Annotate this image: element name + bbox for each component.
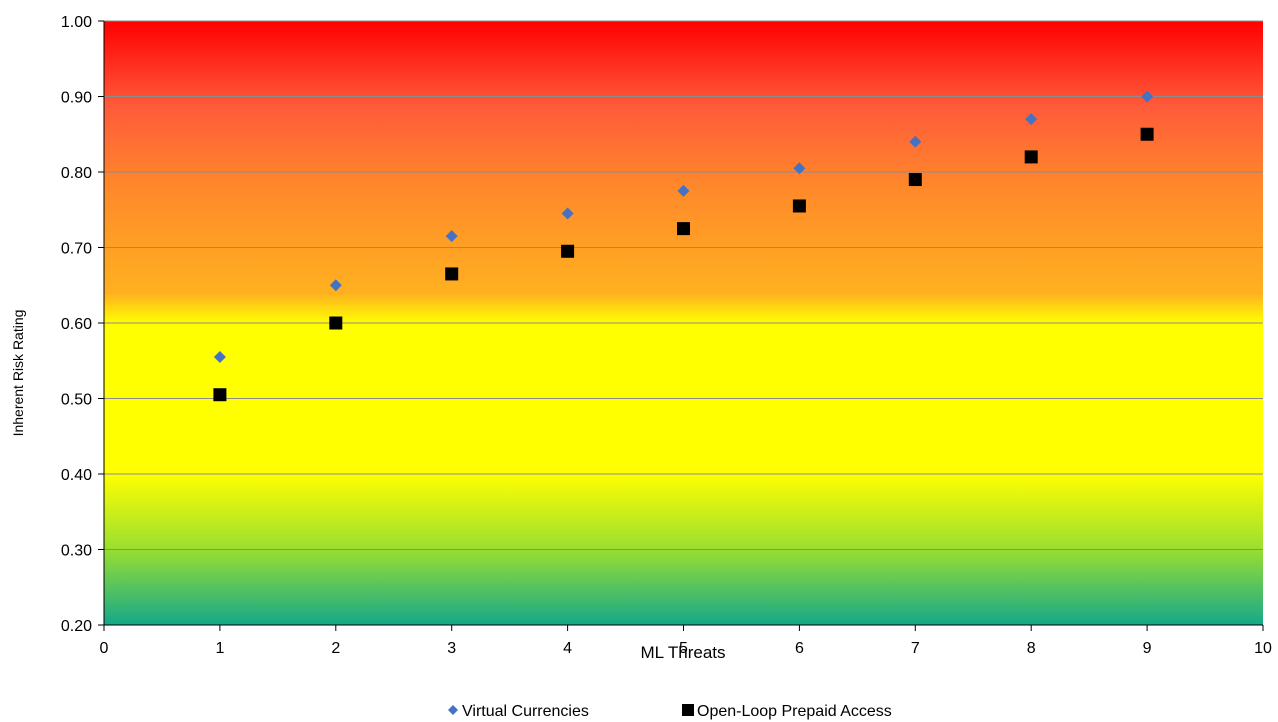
point-open-loop-prepaid-access	[1140, 127, 1154, 141]
x-tick-label: 10	[1254, 640, 1272, 657]
y-tick-label: 0.70	[61, 241, 92, 258]
series-open-loop-prepaid-access	[213, 127, 1154, 402]
y-tick-label: 0.40	[61, 467, 92, 484]
x-tick-label: 0	[100, 640, 109, 657]
point-open-loop-prepaid-access	[445, 267, 459, 281]
point-virtual-currencies	[329, 279, 342, 292]
x-tick-label: 8	[1027, 640, 1036, 657]
point-virtual-currencies	[1141, 90, 1154, 103]
y-tick-label: 0.80	[61, 165, 92, 182]
point-virtual-currencies	[677, 184, 690, 197]
point-virtual-currencies	[213, 350, 226, 363]
legend-marker-open-loop-prepaid-access	[682, 704, 694, 716]
y-tick-label: 0.30	[61, 543, 92, 560]
x-tick-label: 1	[215, 640, 224, 657]
point-virtual-currencies	[793, 162, 806, 175]
y-tick-label: 0.90	[61, 90, 92, 107]
point-virtual-currencies	[445, 230, 458, 243]
legend-marker-virtual-currencies	[448, 705, 458, 715]
point-open-loop-prepaid-access	[329, 316, 343, 330]
y-tick-label: 0.60	[61, 316, 92, 333]
y-tick-label: 0.20	[61, 618, 92, 635]
point-open-loop-prepaid-access	[213, 388, 227, 402]
point-open-loop-prepaid-access	[1024, 150, 1038, 164]
point-open-loop-prepaid-access	[792, 199, 806, 213]
x-tick-label: 7	[911, 640, 920, 657]
series-virtual-currencies	[213, 90, 1154, 363]
point-open-loop-prepaid-access	[677, 222, 690, 236]
x-tick-label: 4	[563, 640, 572, 657]
y-axis-title: Inherent Risk Rating	[10, 310, 26, 437]
x-tick-label: 3	[447, 640, 456, 657]
point-open-loop-prepaid-access	[908, 173, 922, 187]
point-virtual-currencies	[561, 207, 574, 220]
x-tick-label: 2	[331, 640, 340, 657]
point-virtual-currencies	[909, 135, 922, 148]
legend-label-open-loop-prepaid-access: Open-Loop Prepaid Access	[697, 703, 892, 720]
x-tick-label: 5	[679, 640, 688, 657]
legend-label-virtual-currencies: Virtual Currencies	[462, 703, 589, 720]
y-tick-label: 1.00	[61, 14, 92, 31]
gridlines	[104, 20, 1263, 550]
data-points	[213, 90, 1154, 402]
point-virtual-currencies	[1025, 113, 1038, 126]
x-axis-ticks: 0 1 2 3 4 5 6 7 8 9 10	[100, 625, 1272, 657]
y-axis-ticks: 0.20 0.30 0.40 0.50 0.60 0.70 0.80 0.90 1.00	[61, 14, 104, 635]
x-tick-label: 9	[1143, 640, 1152, 657]
y-tick-label: 0.50	[61, 392, 92, 409]
legend: Virtual Currencies Open-Loop Prepaid Acc…	[448, 703, 892, 720]
x-axis-title: ML Threats	[640, 643, 725, 662]
point-open-loop-prepaid-access	[561, 244, 575, 258]
x-tick-label: 6	[795, 640, 804, 657]
